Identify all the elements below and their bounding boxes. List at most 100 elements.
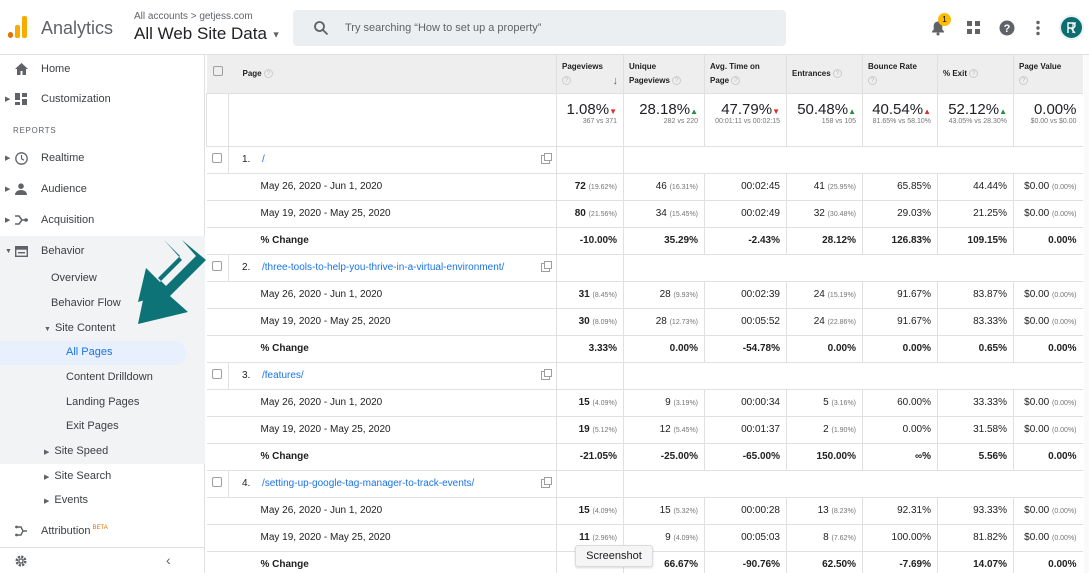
cell-val: $0.00 (0.00%) [1013, 389, 1083, 417]
more-options-button[interactable] [1028, 18, 1048, 38]
page-link[interactable]: / [262, 154, 265, 165]
report-table-container: Page ? Pageviews? ↓ Unique Pageviews ? Av… [206, 55, 1083, 573]
table-row-page: 3. /features/ [206, 362, 1083, 390]
open-link-icon[interactable] [541, 476, 552, 488]
page-link[interactable]: /three-tools-to-help-you-thrive-in-a-vir… [262, 262, 505, 273]
cell-time: 00:00:34 [704, 389, 787, 417]
help-icon[interactable]: ? [731, 76, 741, 86]
row-checkbox[interactable] [212, 261, 223, 271]
sidebar-item-acquisition[interactable]: ▶ Acquisition [0, 206, 205, 234]
help-icon[interactable]: ? [1019, 76, 1028, 86]
sidebar-item-realtime[interactable]: ▶ Realtime [0, 144, 205, 172]
empty-cell [206, 551, 229, 573]
open-link-icon[interactable] [541, 260, 552, 272]
sidebar-item-site-speed[interactable]: ▶ Site Speed [44, 445, 108, 457]
sidebar-item-site-content[interactable]: ▼ Site Content [44, 322, 115, 334]
sidebar-item-audience[interactable]: ▶ Audience [0, 175, 205, 203]
cell-ent: 8 (7.62%) [786, 524, 863, 552]
change-cell-bounce: -7.69% [862, 551, 938, 573]
help-icon[interactable]: ? [868, 76, 877, 86]
empty-cell [206, 416, 229, 444]
sidebar-item-all-pages[interactable]: All Pages [66, 346, 113, 358]
help-icon[interactable]: ? [263, 69, 273, 79]
row-checkbox-cell[interactable] [206, 362, 229, 390]
apps-button[interactable] [964, 18, 984, 38]
col-header-unique-pageviews[interactable]: Unique Pageviews ? [623, 55, 705, 94]
sidebar-item-overview[interactable]: Overview [51, 272, 97, 284]
row-checkbox-cell[interactable] [206, 470, 229, 498]
table-row: May 19, 2020 - May 25, 2020 80 (21.56%) 34… [206, 200, 1083, 228]
change-cell-time: -65.00% [704, 443, 787, 471]
summary-spacer [206, 93, 229, 147]
sidebar-item-exit-pages[interactable]: Exit Pages [66, 420, 119, 432]
sidebar-item-label: Site Content [54, 322, 116, 334]
page-link[interactable]: /setting-up-google-tag-manager-to-track-… [262, 478, 475, 489]
cell-exit: 93.33% [937, 497, 1014, 525]
cell-time: 00:01:37 [704, 416, 787, 444]
col-header-page-value[interactable]: Page Value? [1013, 55, 1083, 94]
empty-cell [206, 443, 229, 471]
row-checkbox-cell[interactable] [206, 146, 229, 174]
sidebar-item-behavior[interactable]: ▼ Behavior [0, 237, 205, 265]
empty-cell [206, 389, 229, 417]
row-checkbox-cell[interactable] [206, 254, 229, 282]
sidebar-item-attribution[interactable]: Attribution BETA [0, 517, 205, 545]
notifications-button[interactable]: 1 [928, 13, 951, 38]
table-row-change: % Change -10.00% 35.29% -2.43% 28.12% 126.83%… [206, 227, 1083, 255]
analytics-logo-icon[interactable] [8, 16, 28, 38]
cell-upv: 12 (5.45%) [623, 416, 705, 444]
collapse-sidebar-icon[interactable]: ‹ [166, 552, 171, 568]
sidebar-item-label: Site Search [54, 470, 112, 482]
cell-exit: 31.58% [937, 416, 1014, 444]
col-header-bounce-rate[interactable]: Bounce Rate? [862, 55, 938, 94]
empty-cell [206, 281, 229, 309]
table-row: May 26, 2020 - Jun 1, 2020 31 (8.45%) 28 (… [206, 281, 1083, 309]
col-header-page[interactable]: Page ? [228, 55, 557, 94]
help-button[interactable]: ? [997, 18, 1017, 38]
row-checkbox[interactable] [212, 153, 223, 163]
select-all-checkbox[interactable] [212, 66, 223, 77]
up-arrow-icon: ▲ [999, 106, 1007, 116]
col-header-exit[interactable]: % Exit ? [937, 55, 1014, 94]
view-selector[interactable]: All Web Site Data ▼ [134, 24, 281, 44]
scrollbar[interactable] [1084, 55, 1089, 573]
sidebar-item-home[interactable]: Home [0, 55, 205, 83]
help-icon[interactable]: ? [832, 69, 842, 79]
help-icon[interactable]: ? [562, 76, 571, 86]
col-header-pageviews[interactable]: Pageviews? ↓ [556, 55, 624, 94]
open-link-icon[interactable] [541, 152, 552, 164]
page-link[interactable]: /features/ [262, 370, 304, 381]
account-breadcrumb[interactable]: All accounts > getjess.com [134, 11, 253, 22]
cell-ent: 24 (22.86%) [786, 308, 863, 336]
sidebar: Home ▶ Customization REPORTS ▶ Realtime … [0, 55, 205, 573]
table-row: May 19, 2020 - May 25, 2020 19 (5.12%) 12 … [206, 416, 1083, 444]
search-bar[interactable] [293, 10, 786, 46]
col-header-avg-time[interactable]: Avg. Time on Page ? [704, 55, 787, 94]
attribution-icon [14, 524, 28, 538]
gear-icon[interactable] [14, 554, 28, 568]
open-link-icon[interactable] [541, 368, 552, 380]
sidebar-item-events[interactable]: ▶ Events [44, 494, 88, 506]
cell-bounce: 91.67% [862, 281, 938, 309]
select-all-checkbox-cell[interactable] [206, 55, 229, 94]
search-input[interactable] [345, 19, 765, 37]
help-icon[interactable]: ? [969, 69, 979, 79]
row-checkbox[interactable] [212, 477, 223, 487]
sidebar-item-customization[interactable]: ▶ Customization [0, 85, 205, 113]
empty-cell [556, 146, 624, 174]
sidebar-item-landing-pages[interactable]: Landing Pages [66, 396, 140, 408]
summary-cell-avg-time: 47.79%▼ 00:01:11 vs 00:02:15 [704, 93, 787, 147]
cell-ent: 2 (1.90%) [786, 416, 863, 444]
help-icon[interactable]: ? [672, 76, 682, 86]
sidebar-item-label: Audience [41, 183, 87, 195]
sidebar-footer: ‹ [0, 547, 205, 573]
sidebar-item-content-drilldown[interactable]: Content Drilldown [66, 371, 153, 383]
sidebar-item-behavior-flow[interactable]: Behavior Flow [51, 297, 121, 309]
change-cell-exit: 14.07% [937, 551, 1014, 573]
col-header-entrances[interactable]: Entrances ? [786, 55, 863, 94]
sidebar-item-site-search[interactable]: ▶ Site Search [44, 470, 111, 482]
user-avatar-icon[interactable] [1059, 15, 1084, 40]
caret-right-icon: ▶ [44, 474, 50, 481]
sidebar-item-label: Realtime [41, 152, 85, 164]
row-checkbox[interactable] [212, 369, 223, 379]
